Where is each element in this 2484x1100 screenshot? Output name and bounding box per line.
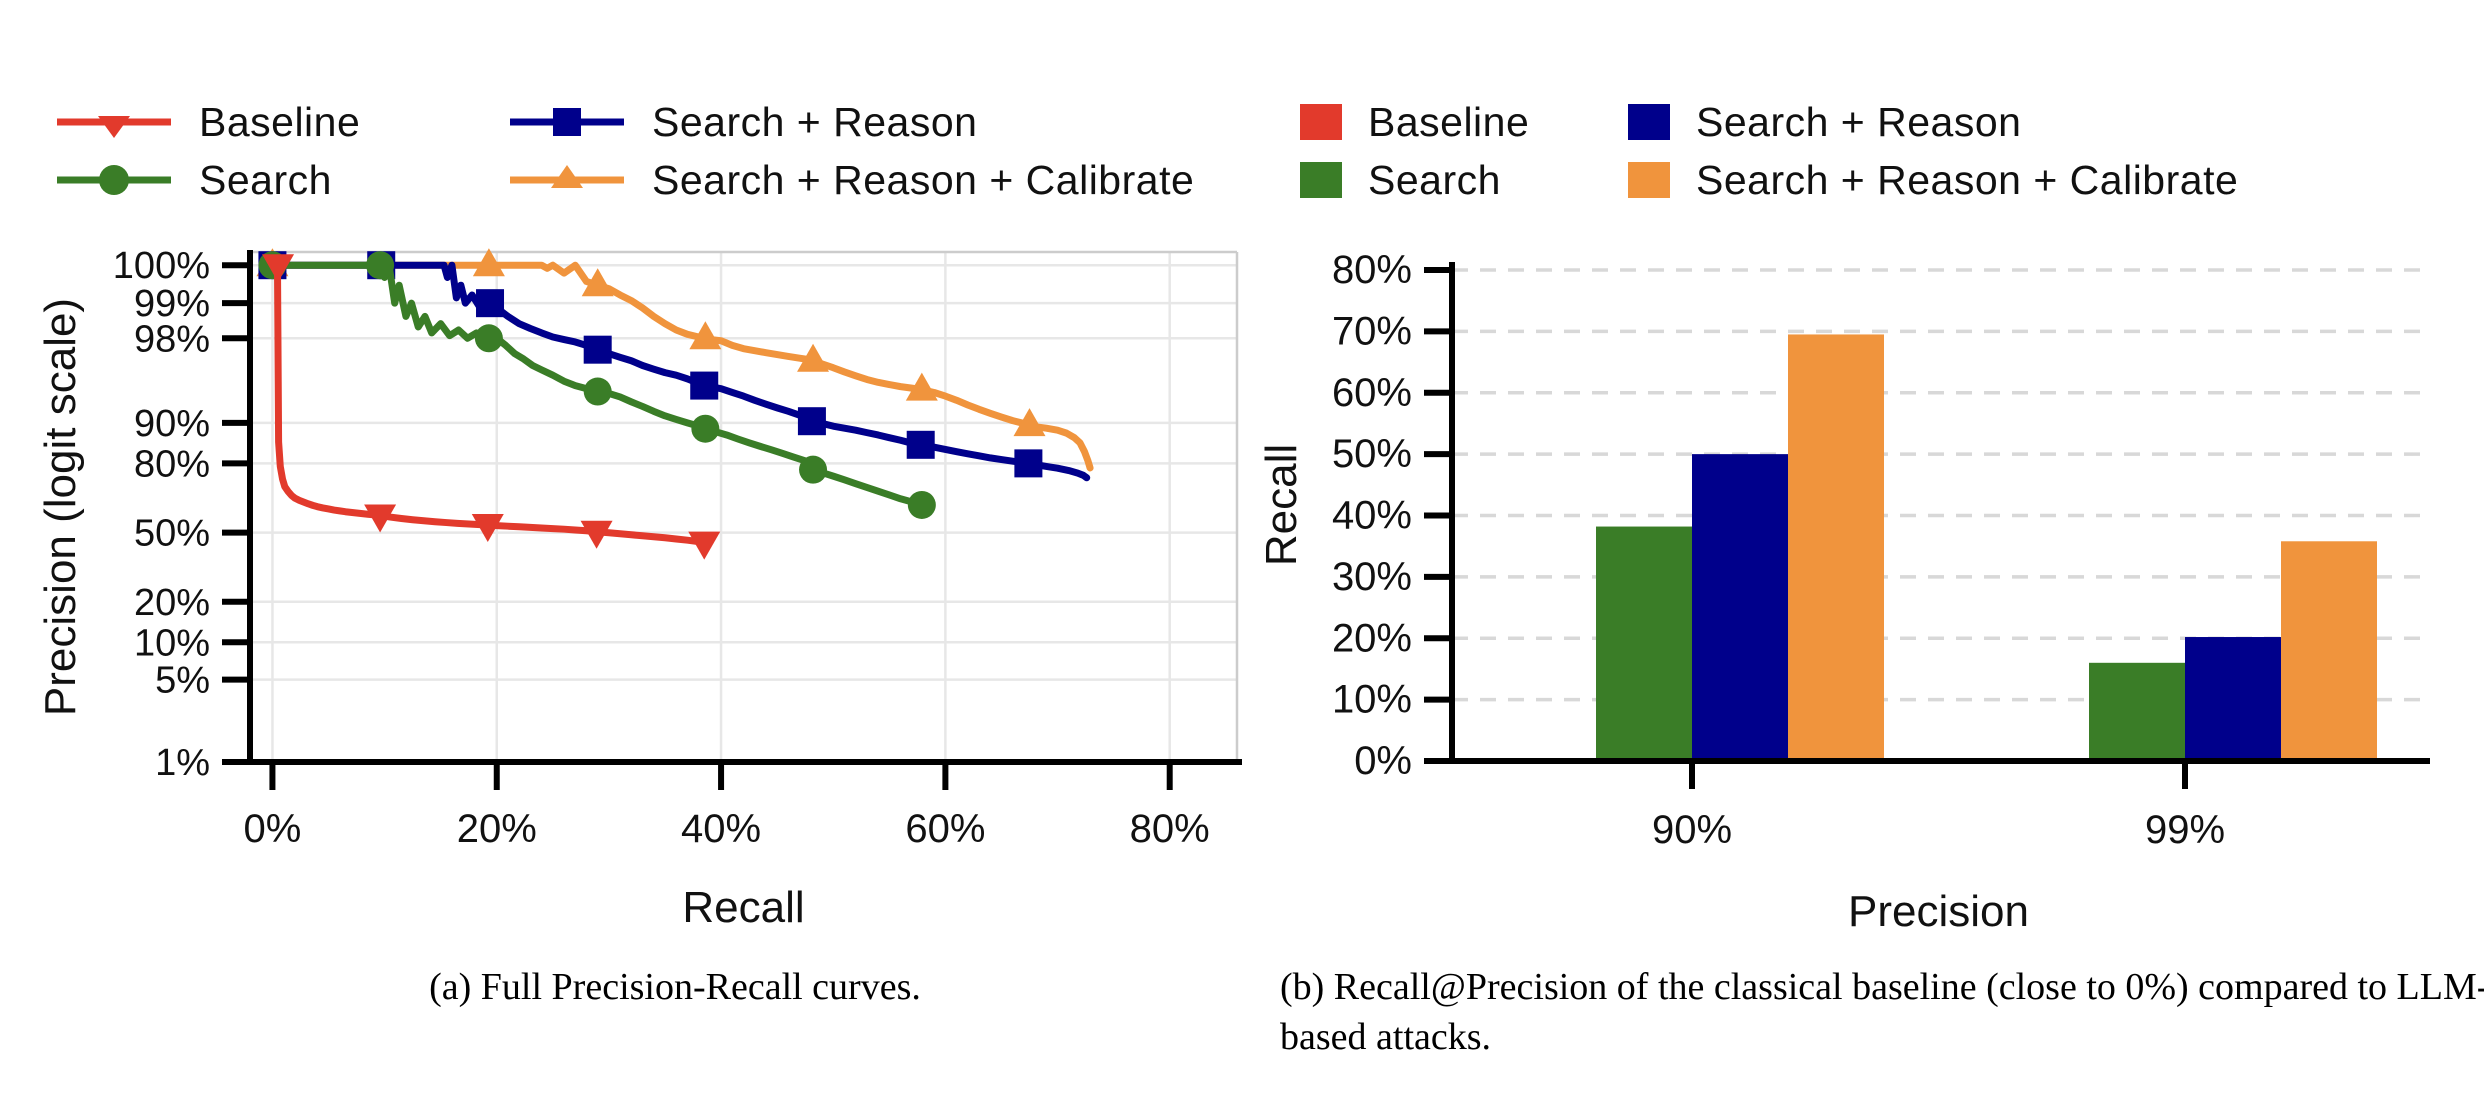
calibrate-line-marker-icon	[510, 165, 624, 188]
legend-b-label-baseline: Baseline	[1368, 98, 1530, 145]
pr-x-tick-label: 80%	[1130, 807, 1210, 851]
bar-y-tick-label: 10%	[1332, 678, 1412, 722]
pr-x-axis-label: Recall	[682, 883, 804, 932]
bar-90-3	[1788, 334, 1884, 761]
bar-99-2	[2185, 637, 2281, 761]
pr-y-axis-label: Precision (logit scale)	[36, 298, 85, 716]
pr-y-tick-label: 10%	[134, 622, 210, 664]
bar-99-1	[2089, 662, 2185, 761]
pr-y-tick-label: 50%	[134, 513, 210, 555]
pr-x-tick-label: 40%	[681, 807, 761, 851]
legend-a-item-search: Search	[55, 156, 332, 204]
legend-b-label-search-reason: Search + Reason	[1696, 98, 2022, 145]
pr-x-tick-label: 20%	[457, 807, 537, 851]
bar-category-label: 99%	[2145, 808, 2225, 852]
caption-a: (a) Full Precision-Recall curves.	[429, 966, 921, 1008]
bar-y-tick-label: 40%	[1332, 494, 1412, 538]
search-line-marker-icon	[57, 165, 171, 195]
legend-a-item-search-reason: Search + Reason	[508, 98, 977, 146]
bar-y-tick-label: 30%	[1332, 555, 1412, 599]
bar-y-tick-label: 70%	[1332, 309, 1412, 353]
legend-b-label-calibrate: Search + Reason + Calibrate	[1696, 156, 2239, 203]
search-reason-line-marker-icon	[510, 108, 624, 136]
pr-x-tick-label: 60%	[905, 807, 985, 851]
bar-y-axis-label: Recall	[1257, 444, 1306, 566]
bar-y-tick-label: 80%	[1332, 248, 1412, 292]
pr-y-tick-label: 1%	[155, 742, 210, 784]
legend-b-item-search: Search	[1300, 156, 1501, 204]
bar-99-3	[2281, 541, 2377, 761]
pr-y-tick-label: 99%	[134, 283, 210, 325]
search-reason-swatch-icon	[1628, 104, 1670, 140]
bar-category-label: 90%	[1652, 808, 1732, 852]
bar-90-2	[1692, 454, 1788, 761]
pr-x-tick-label: 0%	[244, 807, 302, 851]
legend-a-label-baseline: Baseline	[199, 98, 361, 145]
bar-y-tick-label: 0%	[1354, 739, 1412, 783]
pr-curve-search	[258, 251, 936, 519]
bars-search-reason-calibrate	[1788, 334, 2377, 761]
pr-curve-search-reason	[258, 251, 1091, 482]
legend-b-item-baseline: Baseline	[1300, 98, 1529, 146]
bar-y-tick-label: 20%	[1332, 616, 1412, 660]
pr-curve-baseline	[262, 254, 721, 560]
search-swatch-icon	[1300, 162, 1342, 198]
pr-y-tick-label: 98%	[134, 318, 210, 360]
pr-y-tick-label: 20%	[134, 582, 210, 624]
bar-x-axis-label: Precision	[1848, 887, 2029, 936]
legend-a-label-search-reason: Search + Reason	[652, 98, 978, 145]
pr-y-tick-label: 80%	[134, 443, 210, 485]
pr-y-tick-label: 90%	[134, 403, 210, 445]
legend-a-label-calibrate: Search + Reason + Calibrate	[652, 156, 1195, 203]
calibrate-swatch-icon	[1628, 162, 1670, 198]
caption-b: (b) Recall@Precision of the classical ba…	[1280, 966, 2484, 1059]
pr-chart: 100%99%98%90%80%50%20%10%5%1%0% 20% 40% 60%…	[36, 245, 1242, 932]
bars-search-reason	[1692, 454, 2281, 761]
legend-b-item-calibrate: Search + Reason + Calibrate	[1628, 156, 2238, 204]
bar-chart: 0% 10% 20% 30% 40% 50% 60% 70% 80% 90% 99% Precisio…	[1257, 248, 2430, 936]
legend-a-label-search: Search	[199, 156, 332, 203]
legend-a-item-baseline: Baseline	[55, 98, 360, 146]
legend-b-label-search: Search	[1368, 156, 1501, 203]
pr-y-tick-label: 100%	[113, 245, 210, 287]
pr-y-tick-label: 5%	[155, 660, 210, 702]
bars-search	[1596, 526, 2185, 761]
legend-a-item-calibrate: Search + Reason + Calibrate	[508, 156, 1194, 204]
legend-b-item-search-reason: Search + Reason	[1628, 98, 2021, 146]
baseline-swatch-icon	[1300, 104, 1342, 140]
bar-y-tick-label: 50%	[1332, 432, 1412, 476]
pr-curve-search-reason-calibrate	[256, 248, 1094, 472]
bar-y-tick-label: 60%	[1332, 371, 1412, 415]
bar-90-1	[1596, 526, 1692, 761]
baseline-line-marker-icon	[57, 116, 171, 138]
